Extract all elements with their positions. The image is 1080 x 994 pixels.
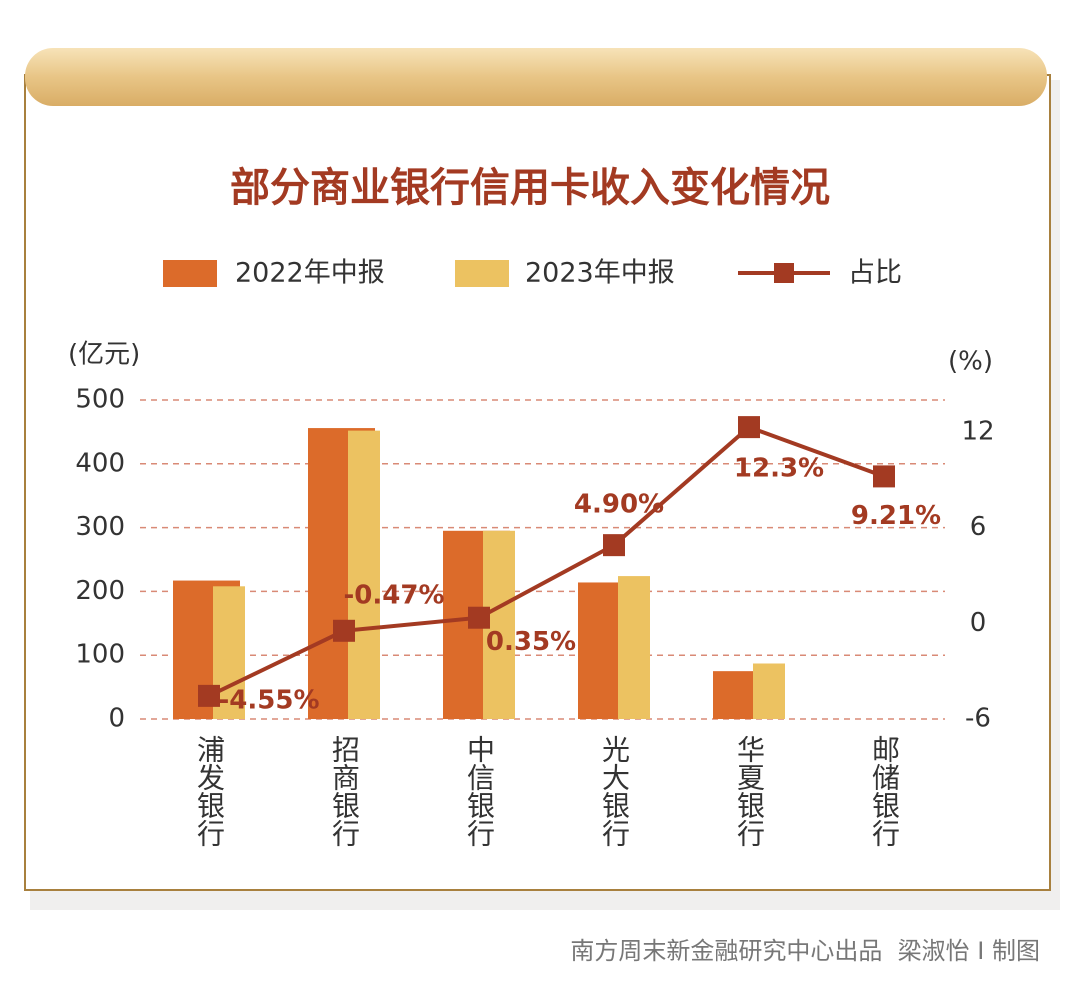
legend-swatch — [455, 260, 509, 287]
x-tick-label: 浦发银行 — [193, 735, 226, 847]
source-note: 南方周末新金融研究中心出品 梁淑怡 I 制图 — [570, 937, 1040, 965]
legend-label: 2023年中报 — [525, 258, 675, 289]
y-tick-label: 100 — [75, 640, 125, 670]
line — [208, 424, 885, 698]
bar — [618, 576, 650, 719]
y2-tick-label: -6 — [965, 704, 991, 734]
line-marker — [738, 416, 760, 439]
y2-tick-label: 0 — [970, 608, 987, 638]
x-tick-label: 华夏银行 — [733, 735, 766, 847]
line-marker — [333, 619, 355, 642]
data-label: -4.55% — [219, 685, 320, 715]
chart-title: 部分商业银行信用卡收入变化情况 — [230, 165, 830, 211]
x-tick-label: 中信银行 — [463, 735, 496, 847]
y2-axis-label: (%) — [948, 347, 993, 377]
y-tick-label: 500 — [75, 385, 125, 415]
data-label: 12.3% — [734, 454, 824, 484]
data-label: 4.90% — [574, 490, 664, 520]
line-marker — [468, 606, 490, 629]
y-tick-label: 300 — [75, 512, 125, 542]
legend-swatch — [163, 260, 217, 287]
y-axis-label: (亿元) — [68, 340, 140, 370]
bar — [753, 663, 785, 719]
bar — [348, 430, 380, 719]
line-marker — [603, 534, 625, 557]
scroll-bar — [25, 48, 1047, 106]
legend-label: 占比 — [848, 258, 902, 289]
y-tick-label: 0 — [108, 704, 125, 734]
data-label: 9.21% — [851, 501, 941, 531]
y2-tick-label: 12 — [961, 416, 994, 446]
x-tick-label: 光大银行 — [598, 735, 631, 847]
legend-label: 2022年中报 — [235, 258, 385, 289]
line-marker — [198, 684, 220, 707]
y-tick-label: 400 — [75, 448, 125, 478]
legend-marker — [774, 263, 794, 283]
x-tick-label: 邮储银行 — [868, 735, 901, 847]
x-tick-label: 招商银行 — [328, 735, 361, 847]
y2-tick-label: 6 — [970, 512, 987, 542]
line-marker — [873, 465, 895, 488]
data-label: 0.35% — [486, 627, 576, 657]
data-label: -0.47% — [344, 580, 445, 610]
y-tick-label: 200 — [75, 576, 125, 606]
